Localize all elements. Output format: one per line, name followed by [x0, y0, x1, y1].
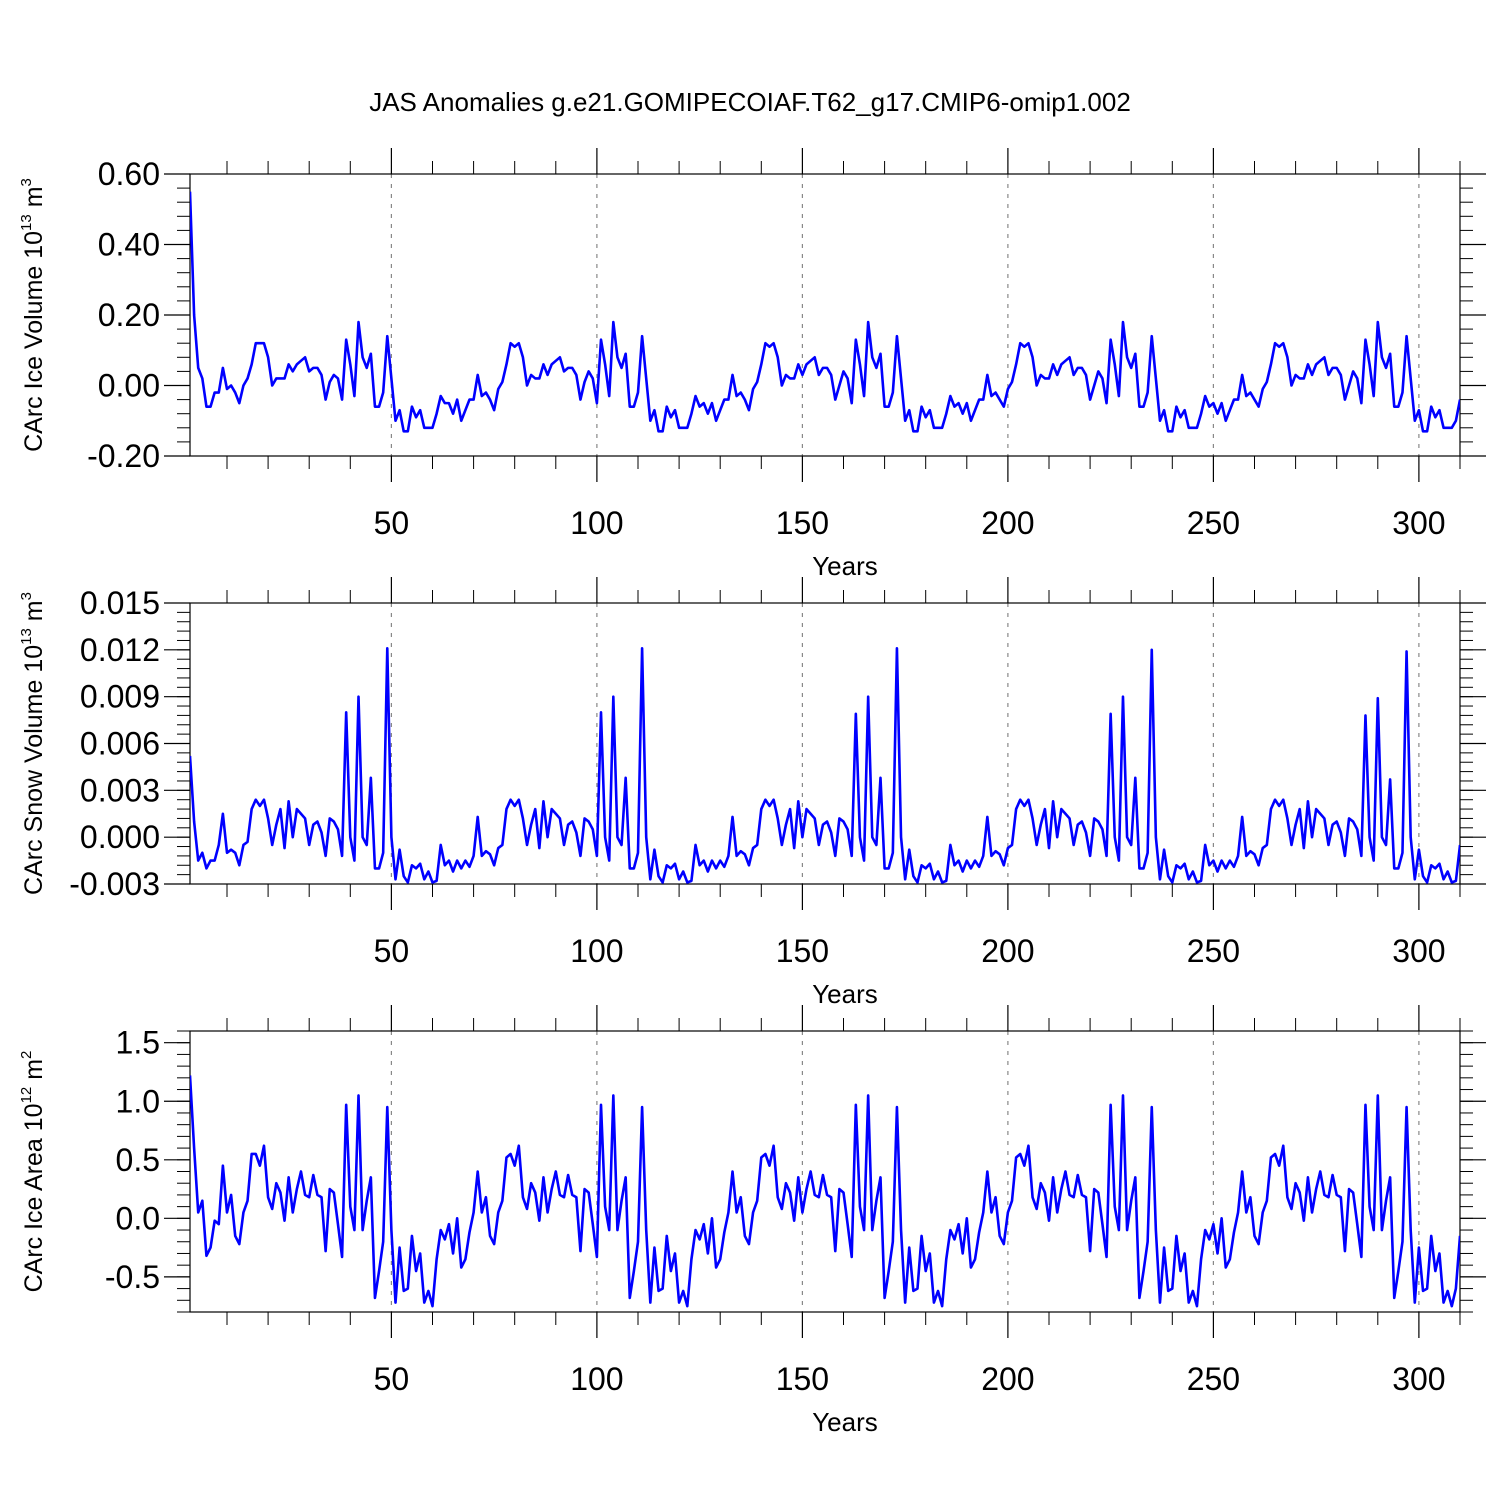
x-tick-label: 50: [374, 1361, 410, 1397]
y-tick-label: 0.60: [98, 156, 160, 192]
y-tick-label: 0.5: [116, 1142, 160, 1178]
x-tick-label: 100: [570, 505, 623, 541]
x-tick-label: 200: [981, 933, 1034, 969]
series-line: [190, 646, 1460, 884]
y-tick-label: 0.000: [80, 819, 160, 855]
x-tick-label: 100: [570, 933, 623, 969]
x-axis-label: Years: [812, 1407, 878, 1437]
x-tick-label: 300: [1392, 933, 1445, 969]
y-tick-label: 0.003: [80, 772, 160, 808]
plot-frame: [189, 173, 1461, 457]
y-tick-label: 0.009: [80, 679, 160, 715]
x-tick-label: 150: [776, 505, 829, 541]
y-axis-label: CArc Snow Volume 1013 m3: [18, 592, 48, 895]
y-axis-label-part: CArc Snow Volume 10: [20, 645, 48, 895]
panel-2: -0.003 0.000 0.003 0.006 0.009 0.012 0.015 50 10…: [18, 577, 1486, 1009]
panel-3: -0.5 0.0 0.5 1.0 1.5 50 100 150 200 250 300 Years CA…: [18, 1005, 1486, 1437]
y-tick-label: 0.20: [98, 297, 160, 333]
x-tick-label: 250: [1187, 505, 1240, 541]
y-axis-label-part: 13: [18, 214, 35, 231]
y-axis-label-part: 3: [18, 178, 35, 186]
y-axis-label-part: m: [20, 186, 48, 214]
y-axis-label-part: 12: [18, 1087, 35, 1104]
x-tick-label: 50: [374, 933, 410, 969]
y-axis-label-part: CArc Ice Volume 10: [20, 231, 48, 452]
y-tick-label: 0.015: [80, 585, 160, 621]
y-axis-label-part: 13: [18, 628, 35, 645]
y-axis-label-part: m: [20, 600, 48, 628]
y-axis-label: CArc Ice Volume 1013 m3: [18, 178, 48, 452]
y-axis-label: CArc Ice Area 1012 m2: [18, 1051, 48, 1293]
y-tick-label: 1.0: [116, 1083, 160, 1119]
chart-title: JAS Anomalies g.e21.GOMIPECOIAF.T62_g17.…: [369, 87, 1131, 117]
y-tick-label: 0.006: [80, 726, 160, 762]
x-tick-label: 50: [374, 505, 410, 541]
x-tick-label: 150: [776, 933, 829, 969]
y-axis-label-part: CArc Ice Area 10: [20, 1103, 48, 1292]
y-tick-label: 0.0: [116, 1200, 160, 1236]
y-tick-label: 0.40: [98, 227, 160, 263]
x-axis-label: Years: [812, 979, 878, 1009]
y-axis-label-part: 2: [18, 1051, 35, 1059]
x-tick-label: 300: [1392, 505, 1445, 541]
y-tick-label: 0.00: [98, 368, 160, 404]
y-tick-label: -0.5: [105, 1259, 160, 1295]
series-line: [190, 191, 1460, 433]
y-axis-label-part: 3: [18, 592, 35, 600]
x-tick-label: 300: [1392, 1361, 1445, 1397]
x-tick-label: 250: [1187, 1361, 1240, 1397]
y-axis-label-part: m: [20, 1059, 48, 1087]
panel-1: -0.20 0.00 0.20 0.40 0.60 50 100 150 200 250 300 Ye…: [18, 148, 1486, 581]
y-tick-label: 1.5: [116, 1025, 160, 1061]
x-tick-label: 200: [981, 505, 1034, 541]
x-tick-label: 100: [570, 1361, 623, 1397]
series-line: [190, 1075, 1460, 1308]
x-tick-label: 150: [776, 1361, 829, 1397]
y-tick-label: -0.20: [87, 438, 160, 474]
y-tick-label: -0.003: [69, 866, 160, 902]
x-tick-label: 250: [1187, 933, 1240, 969]
x-axis-label: Years: [812, 551, 878, 581]
plot-frame: [189, 602, 1461, 885]
y-tick-label: 0.012: [80, 632, 160, 668]
x-tick-label: 200: [981, 1361, 1034, 1397]
